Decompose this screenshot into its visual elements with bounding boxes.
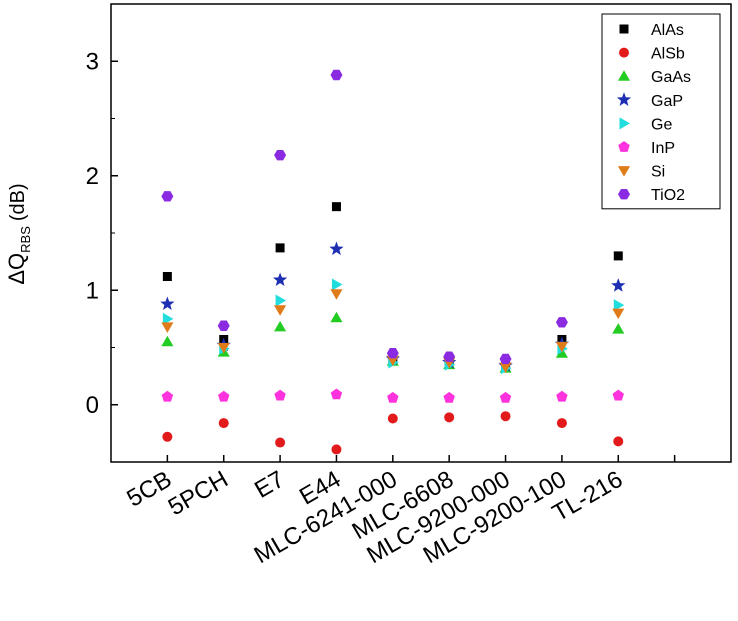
legend-marker <box>617 166 631 177</box>
legend-label: Ge <box>651 116 672 133</box>
data-point <box>613 251 623 261</box>
data-point <box>612 323 625 334</box>
data-point <box>555 317 568 328</box>
data-point <box>499 353 512 365</box>
data-point <box>330 388 343 400</box>
legend-marker <box>617 70 631 81</box>
data-point <box>160 296 175 311</box>
series-tio2 <box>161 69 568 365</box>
data-point <box>499 391 512 403</box>
legend-label: AlAs <box>651 22 684 39</box>
x-tick-label: E7 <box>250 466 289 504</box>
legend-label: AlSb <box>651 46 685 63</box>
data-point <box>161 322 174 333</box>
data-point <box>275 243 285 253</box>
data-point <box>555 347 568 358</box>
data-point <box>161 191 174 202</box>
series-si <box>161 289 625 373</box>
data-point <box>274 305 287 316</box>
y-tick-label: 2 <box>86 163 99 190</box>
data-point <box>330 311 343 323</box>
data-point <box>500 411 511 422</box>
legend-label: GaP <box>651 93 683 110</box>
data-point <box>161 335 174 347</box>
data-point <box>386 348 399 359</box>
y-axis-label-main: ΔQ <box>4 253 29 285</box>
data-point <box>162 431 173 442</box>
legend-label: Si <box>651 164 665 181</box>
data-point <box>556 390 568 402</box>
data-point <box>613 436 624 447</box>
y-axis-label-sub: RBS <box>18 226 33 253</box>
y-tick-label: 1 <box>86 277 99 304</box>
series-alas <box>162 202 623 371</box>
legend-label: TiO2 <box>651 187 685 204</box>
y-axis-label: ΔQRBS (dB) <box>4 183 33 284</box>
data-point <box>274 320 287 332</box>
data-point <box>272 272 288 287</box>
data-point <box>387 391 399 403</box>
data-point <box>218 390 230 402</box>
data-point <box>217 320 230 331</box>
data-point <box>331 444 342 455</box>
y-axis-label-unit: (dB) <box>7 183 29 221</box>
series-alsb <box>162 411 624 455</box>
data-point <box>329 241 344 256</box>
y-axis: 0 1 2 3 <box>86 3 118 463</box>
legend-marker <box>619 47 629 58</box>
data-point <box>275 437 286 448</box>
data-point <box>331 278 343 291</box>
data-point <box>331 202 341 212</box>
data-point <box>444 412 455 423</box>
data-point <box>217 343 230 354</box>
data-point <box>162 312 174 325</box>
data-point <box>612 308 625 320</box>
data-point <box>556 418 567 429</box>
y-tick-label: 3 <box>86 48 99 75</box>
data-point <box>218 418 229 429</box>
legend-label: InP <box>651 140 675 157</box>
data-point <box>387 413 398 424</box>
data-point <box>161 390 174 402</box>
data-points <box>160 69 626 455</box>
data-point <box>612 389 624 401</box>
legend-marker <box>616 92 632 106</box>
data-point <box>499 362 512 373</box>
data-point <box>443 351 456 362</box>
legend-marker <box>619 24 629 34</box>
data-point <box>274 149 287 161</box>
legend-label: GaAs <box>651 69 691 86</box>
legend-marker <box>619 117 630 130</box>
data-point <box>330 69 343 81</box>
legend-marker <box>618 189 630 200</box>
y-tick-label: 0 <box>86 392 99 419</box>
legend: AlAs AlSb GaAs GaP Ge InP Si TiO2 <box>601 13 721 210</box>
data-point <box>330 289 343 300</box>
data-point <box>555 341 568 353</box>
data-point <box>611 278 626 292</box>
legend-box <box>601 13 721 210</box>
data-point <box>275 294 287 307</box>
data-point <box>443 391 455 403</box>
x-tick-label: 5PCH <box>164 466 233 521</box>
legend-marker <box>618 141 630 152</box>
data-point <box>274 389 286 401</box>
data-point <box>613 299 625 312</box>
series-inp <box>161 388 624 403</box>
data-point <box>162 272 172 282</box>
